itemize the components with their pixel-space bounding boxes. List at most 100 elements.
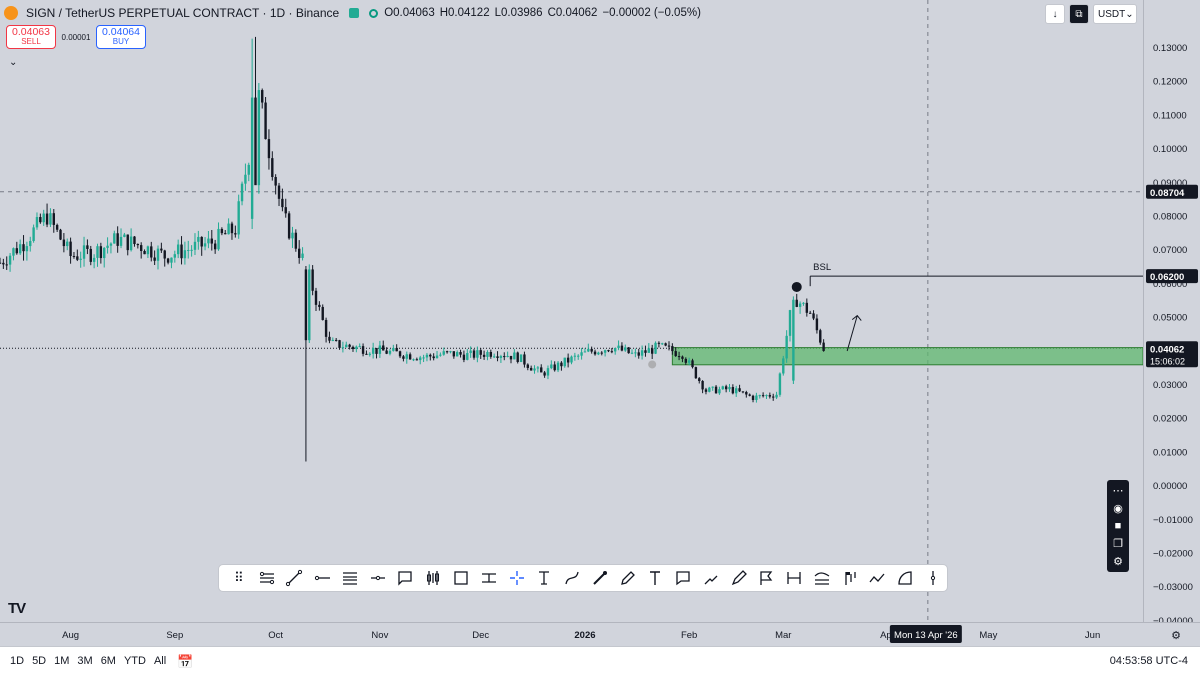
candle-body	[563, 357, 566, 367]
trend-line-icon[interactable]	[281, 565, 309, 591]
bottom-bar: 1D 5D 1M 3M 6M YTD All 📅 04:53:58 UTC-4	[0, 646, 1200, 675]
compare-icon[interactable]: ⧉	[1069, 4, 1089, 24]
vertical-line-icon[interactable]	[919, 565, 947, 591]
arc-icon[interactable]	[891, 565, 919, 591]
range-button[interactable]: 1M	[54, 655, 70, 667]
layers-icon[interactable]: ❐	[1113, 538, 1123, 551]
settings-gear-icon[interactable]: ⚙	[1113, 555, 1123, 568]
candle	[714, 385, 718, 394]
candle	[681, 355, 684, 363]
projection-arrowhead	[851, 314, 862, 321]
chart-pane[interactable]: BSL SIGN / TetherUS PERPETUAL CONTRACT ·…	[0, 0, 1144, 622]
range-icon[interactable]	[475, 565, 503, 591]
calendar-icon[interactable]: 📅	[177, 654, 194, 669]
horizontal-line-icon[interactable]	[364, 565, 392, 591]
pencil-icon[interactable]	[725, 565, 753, 591]
candle	[328, 331, 331, 344]
candle	[338, 339, 341, 350]
highlighter-icon[interactable]	[614, 565, 642, 591]
sell-button[interactable]: 0.04063 SELL	[6, 25, 56, 49]
candle	[392, 344, 395, 352]
buy-button[interactable]: 0.04064 BUY	[96, 25, 146, 49]
time-scale-axis[interactable]: Aug Sep Oct Nov Dec 2026 Feb Mar Apr May Jun Mon 13…	[0, 623, 1200, 647]
projection-icon[interactable]	[808, 565, 836, 591]
candle-body	[358, 346, 361, 348]
crosshair-icon[interactable]	[503, 565, 531, 591]
collapse-chevron-icon[interactable]: ⌄	[9, 57, 18, 68]
range-button[interactable]: 6M	[100, 655, 116, 667]
projection-arrow	[846, 315, 858, 352]
candle-body	[297, 248, 301, 258]
candle-body	[281, 198, 284, 208]
candle	[432, 353, 435, 361]
candlestick-chart[interactable]: BSL	[0, 0, 1144, 622]
price-scale-axis[interactable]: 0.13000 0.12000 0.11000 0.10000 0.09000 0.080…	[1144, 0, 1200, 627]
candle	[382, 340, 385, 351]
anchor-icon[interactable]	[836, 565, 864, 591]
range-button[interactable]: 3M	[77, 655, 93, 667]
video-icon[interactable]: ■	[1114, 519, 1122, 532]
horizontal-ray-icon[interactable]	[308, 565, 336, 591]
candle	[12, 247, 15, 261]
callout-icon[interactable]	[392, 565, 420, 591]
curve-icon[interactable]	[558, 565, 586, 591]
candle	[15, 241, 19, 255]
comment-icon[interactable]	[669, 565, 697, 591]
candle-body	[654, 342, 657, 354]
range-button[interactable]: 5D	[32, 655, 47, 667]
flag-icon[interactable]	[349, 8, 360, 18]
candle-body	[173, 254, 177, 258]
price-tick-label: 0.09000	[1153, 178, 1187, 189]
ohlc-item: −0.00002 (−0.05%)	[602, 7, 701, 19]
candle	[708, 386, 711, 393]
candle-body	[388, 350, 392, 354]
candle	[499, 354, 503, 363]
range-button[interactable]: 1D	[10, 655, 25, 667]
candle-body	[183, 250, 187, 259]
rectangle-icon[interactable]	[447, 565, 475, 591]
candle	[570, 355, 573, 365]
event-marker	[648, 360, 657, 369]
flag-tool-icon[interactable]	[753, 565, 781, 591]
symbol-title[interactable]: SIGN / TetherUS PERPETUAL CONTRACT · 1D …	[26, 6, 340, 20]
text-icon[interactable]	[641, 565, 669, 591]
candle	[146, 245, 150, 259]
path-icon[interactable]	[697, 565, 725, 591]
candle	[462, 350, 466, 363]
range-button[interactable]: All	[153, 655, 167, 667]
currency-select[interactable]: USDT ⌄	[1093, 4, 1137, 24]
range-button[interactable]: YTD	[123, 655, 146, 667]
bsl-label: BSL	[813, 262, 831, 273]
candle	[69, 237, 72, 264]
candle	[25, 241, 29, 261]
fib-tool-icon[interactable]	[253, 565, 281, 591]
candle-body	[378, 345, 382, 354]
clock[interactable]: 04:53:58 UTC-4	[1109, 655, 1188, 667]
drag-handle-icon[interactable]: ⠿	[234, 570, 244, 585]
candle-body	[187, 249, 190, 251]
zigzag-icon[interactable]	[864, 565, 892, 591]
crosshair-date-label: Mon 13 Apr '26	[889, 625, 962, 643]
parallel-channel-icon[interactable]	[336, 565, 364, 591]
download-icon[interactable]: ↓	[1045, 4, 1065, 24]
candle-body	[684, 358, 687, 363]
candle-body	[150, 246, 153, 258]
candle-body	[361, 346, 365, 354]
text-cursor-icon[interactable]	[530, 565, 558, 591]
long-position-icon[interactable]	[419, 565, 447, 591]
price-scale[interactable]: 0.13000 0.12000 0.11000 0.10000 0.09000 0.080…	[1143, 0, 1200, 627]
camera-icon[interactable]: ◉	[1113, 502, 1123, 515]
date-range-icon[interactable]	[780, 565, 808, 591]
candle-body	[479, 350, 482, 355]
candle-body	[768, 395, 772, 397]
brush-icon[interactable]	[586, 565, 614, 591]
time-scale[interactable]: Aug Sep Oct Nov Dec 2026 Feb Mar Apr May Jun Mon 13…	[0, 622, 1200, 646]
candle	[365, 350, 368, 355]
price-tick-label: −0.02000	[1153, 549, 1193, 560]
chevron-down-icon: ⌄	[1125, 8, 1134, 20]
candle	[624, 344, 627, 352]
candle	[89, 245, 92, 266]
candle-body	[136, 244, 140, 246]
candle	[603, 349, 607, 357]
link-icon[interactable]: ⋯	[1112, 485, 1124, 498]
